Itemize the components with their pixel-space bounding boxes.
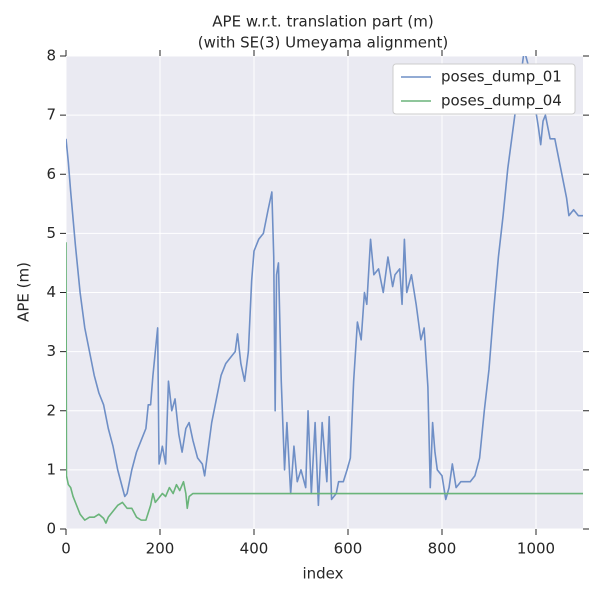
y-tick-label: 0 xyxy=(46,520,56,538)
y-tick-label: 5 xyxy=(46,224,56,242)
x-axis-label: index xyxy=(302,565,343,583)
y-tick-label: 1 xyxy=(46,460,56,478)
legend-label: poses_dump_04 xyxy=(441,92,562,111)
legend: poses_dump_01 poses_dump_04 xyxy=(392,63,576,115)
y-tick-label: 6 xyxy=(46,165,56,183)
x-tick-label: 600 xyxy=(334,540,363,558)
lines xyxy=(66,56,583,524)
x-tick-label: 400 xyxy=(240,540,269,558)
chart-title: APE w.r.t. translation part (m) xyxy=(212,13,433,31)
y-tick-label: 4 xyxy=(46,283,56,301)
x-tick-label: 0 xyxy=(61,540,71,558)
y-tick-label: 2 xyxy=(46,401,56,419)
x-tick-label: 200 xyxy=(146,540,175,558)
series-line xyxy=(66,242,583,524)
x-tick-label: 800 xyxy=(428,540,457,558)
y-axis-label: APE (m) xyxy=(15,262,33,322)
series-line xyxy=(66,56,583,507)
x-tick-label: 1000 xyxy=(517,540,555,558)
chart-subtitle: (with SE(3) Umeyama alignment) xyxy=(198,34,449,52)
legend-box xyxy=(392,63,576,115)
y-tick-label: 7 xyxy=(46,106,56,124)
legend-label: poses_dump_01 xyxy=(441,68,562,87)
y-tick-label: 3 xyxy=(46,342,56,360)
y-tick-label: 8 xyxy=(46,47,56,65)
